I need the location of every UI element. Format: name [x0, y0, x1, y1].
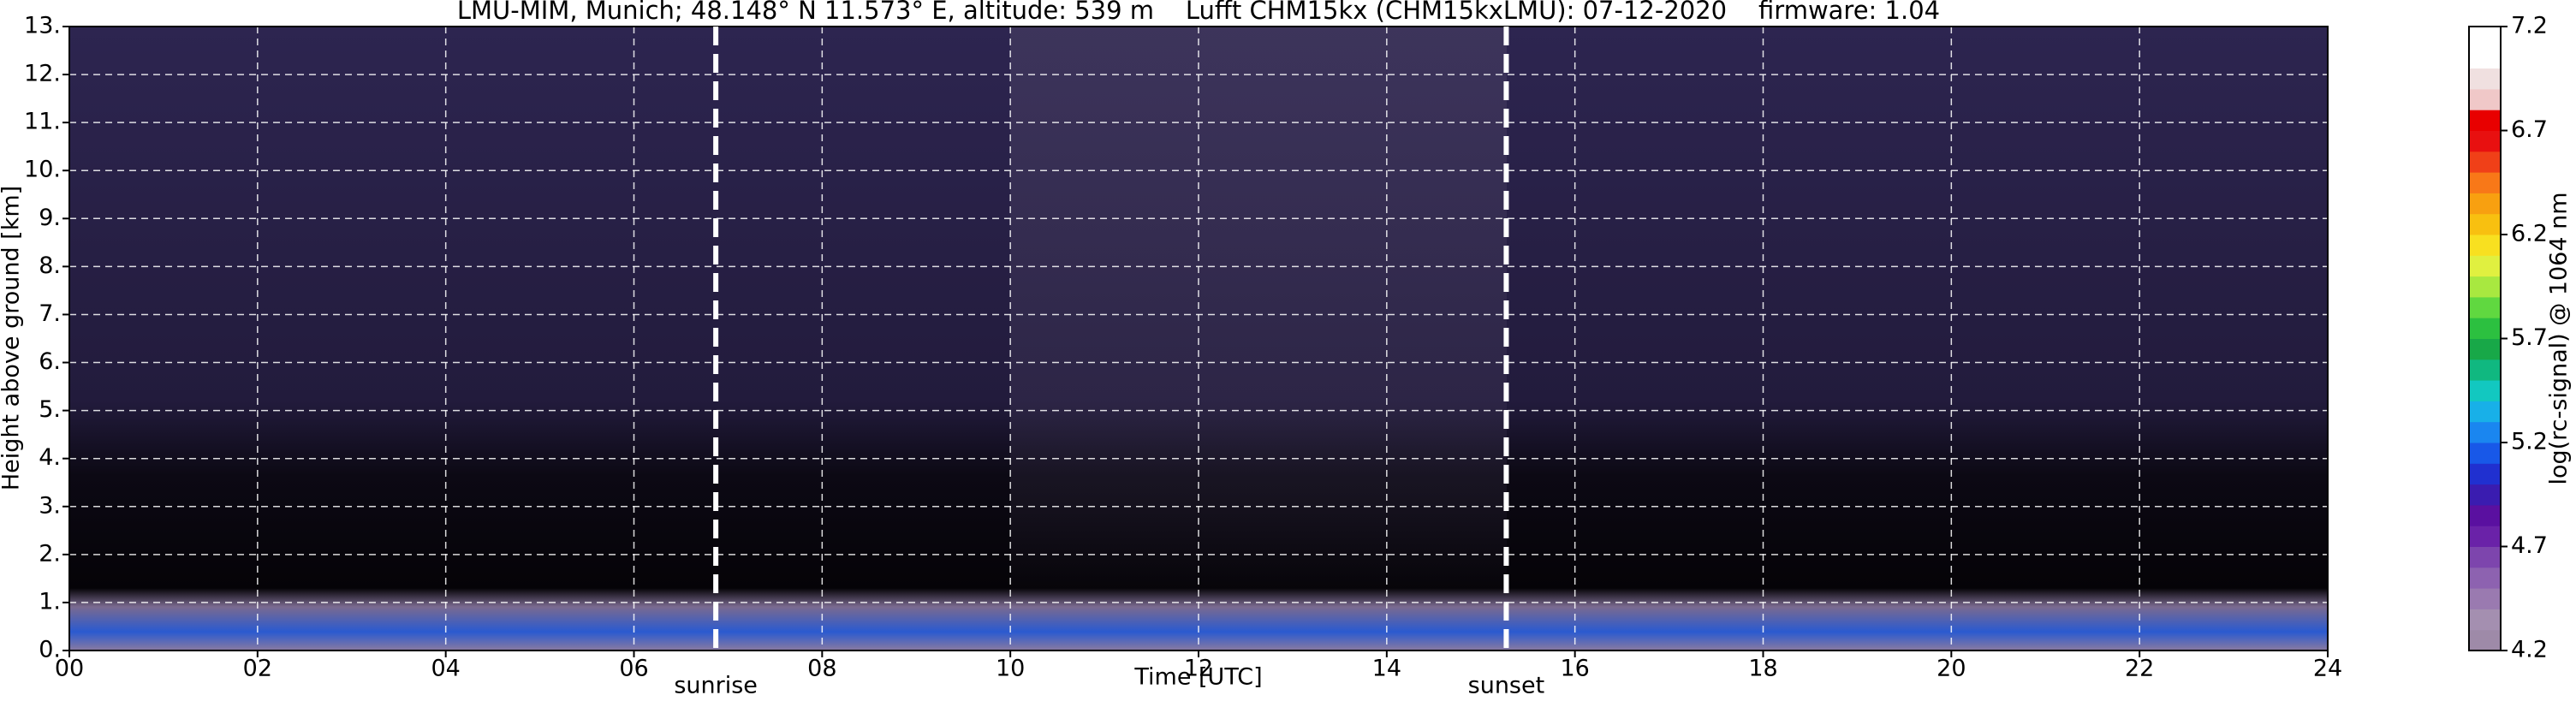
x-axis-label: Time [UTC]	[1133, 664, 1262, 691]
colorbar-tick-label: 4.7	[2511, 532, 2548, 559]
y-tick-label: 7.	[39, 300, 61, 327]
colorbar-swatch	[2469, 380, 2501, 401]
y-tick-label: 11.	[24, 109, 61, 135]
colorbar-swatch	[2469, 213, 2501, 235]
plot-frame	[68, 26, 2329, 651]
x-tick-label: 02	[243, 656, 272, 682]
colorbar-swatch	[2469, 484, 2501, 506]
colorbar-swatch	[2469, 110, 2501, 131]
y-tick-label: 10.	[24, 157, 61, 183]
x-tick-label: 14	[1372, 656, 1401, 682]
colorbar-swatch	[2469, 588, 2501, 609]
colorbar-swatch	[2469, 172, 2501, 193]
y-tick-label: 0.	[39, 637, 61, 663]
x-tick-label: 12	[1184, 656, 1213, 682]
x-tick-label: 18	[1748, 656, 1777, 682]
y-tick-label: 13.	[24, 13, 61, 39]
colorbar-swatch	[2469, 276, 2501, 298]
colorbar-swatch	[2469, 47, 2501, 69]
colorbar-tick-label: 5.7	[2511, 324, 2548, 351]
y-tick-label: 12.	[24, 61, 61, 87]
y-tick-label: 2.	[39, 540, 61, 567]
colorbar-swatch	[2469, 318, 2501, 339]
colorbar-tick-label: 5.2	[2511, 429, 2548, 455]
daylight-noise	[1010, 27, 1507, 609]
colorbar-tick-label: 7.2	[2511, 13, 2548, 39]
x-tick-label: 20	[1936, 656, 1966, 682]
x-tick-label: 16	[1560, 656, 1589, 682]
colorbar-swatch	[2469, 151, 2501, 173]
x-tick-label: 04	[431, 656, 460, 682]
y-tick-label: 6.	[39, 348, 61, 375]
colorbar-tick-label: 4.2	[2511, 637, 2548, 663]
x-tick-label: 06	[619, 656, 648, 682]
x-tick-label: 24	[2313, 656, 2342, 682]
colorbar-swatch	[2469, 193, 2501, 215]
colorbar-swatch	[2469, 255, 2501, 277]
y-tick-label: 1.	[39, 588, 61, 615]
y-tick-label: 8.	[39, 253, 61, 279]
colorbar-swatch	[2469, 401, 2501, 423]
colorbar-label: log(rc-signal) @ 1064 nm	[2546, 192, 2573, 484]
colorbar-tick-label: 6.7	[2511, 116, 2548, 143]
colorbar-swatch	[2469, 235, 2501, 256]
colorbar-tick-label: 6.2	[2511, 221, 2548, 247]
x-tick-label: 08	[807, 656, 836, 682]
colorbar-swatch	[2469, 130, 2501, 152]
colorbar-swatch	[2469, 567, 2501, 589]
colorbar-swatch	[2469, 443, 2501, 464]
colorbar-swatch	[2469, 546, 2501, 568]
x-tick-label: 00	[55, 656, 84, 682]
colorbar-swatch	[2469, 463, 2501, 485]
y-tick-label: 4.	[39, 444, 61, 471]
colorbar-swatch	[2469, 338, 2501, 360]
colorbar-swatch	[2469, 421, 2501, 443]
y-tick-label: 5.	[39, 396, 61, 423]
colorbar-swatch	[2469, 504, 2501, 526]
colorbar-swatch	[2469, 296, 2501, 318]
colorbar-swatch	[2469, 609, 2501, 631]
x-tick-label: 22	[2125, 656, 2154, 682]
colorbar-swatch	[2469, 629, 2501, 651]
colorbar-swatch	[2469, 526, 2501, 547]
chart-title: LMU-MIM, Munich; 48.148° N 11.573° E, al…	[457, 0, 1940, 25]
colorbar-swatch	[2469, 68, 2501, 90]
x-tick-label: 10	[996, 656, 1025, 682]
y-tick-label: 9.	[39, 205, 61, 231]
y-axis-label: Height above ground [km]	[0, 186, 25, 490]
colorbar-swatch	[2469, 88, 2501, 110]
y-tick-label: 3.	[39, 492, 61, 519]
colorbar-swatch	[2469, 27, 2501, 48]
colorbar-swatch	[2469, 359, 2501, 381]
annotation-label: sunset	[1468, 673, 1545, 699]
annotation-label: sunrise	[674, 673, 758, 699]
